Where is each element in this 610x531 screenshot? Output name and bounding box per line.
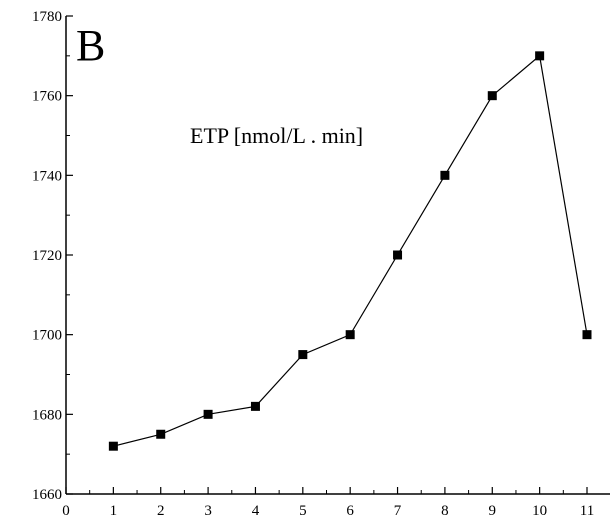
x-tick-label: 4 <box>252 503 260 519</box>
series-line <box>113 54 588 447</box>
panel-label: B <box>76 21 105 70</box>
ticks: 0 1 2 3 4 5 6 7 8 9 10 11 1660 1680 1700 1720 1740 1760 17… <box>32 9 594 519</box>
x-tick-label: 6 <box>346 503 354 519</box>
data-point-marker <box>345 330 355 340</box>
data-point-marker <box>108 441 118 451</box>
data-point-marker <box>156 429 166 439</box>
data-point-marker <box>582 330 592 340</box>
x-tick-label: 10 <box>532 503 547 519</box>
x-tick-label: 5 <box>299 503 307 519</box>
y-tick-label: 1760 <box>32 89 62 105</box>
y-tick-label: 1740 <box>32 168 62 184</box>
x-tick-label: 2 <box>157 503 165 519</box>
y-tick-label: 1780 <box>32 9 62 25</box>
data-point-marker <box>487 91 497 101</box>
x-tick-label: 3 <box>204 503 212 519</box>
data-point-marker <box>298 350 308 360</box>
data-series <box>108 51 592 451</box>
y-tick-label: 1700 <box>32 328 62 344</box>
axes <box>65 16 610 495</box>
x-tick-label: 11 <box>580 503 594 519</box>
x-tick-label: 1 <box>110 503 118 519</box>
x-tick-label: 0 <box>62 503 70 519</box>
y-tick-label: 1680 <box>32 407 62 423</box>
data-point-marker <box>393 250 403 260</box>
y-tick-label: 1720 <box>32 248 62 264</box>
x-tick-label: 8 <box>441 503 449 519</box>
x-tick-label: 9 <box>489 503 497 519</box>
data-point-marker <box>203 409 213 419</box>
data-point-marker <box>535 51 545 61</box>
x-tick-label: 7 <box>394 503 402 519</box>
series-annotation: ETP [nmol/L . min] <box>190 123 363 148</box>
data-point-marker <box>250 401 260 411</box>
y-tick-label: 1660 <box>32 487 62 503</box>
data-point-marker <box>440 170 450 180</box>
